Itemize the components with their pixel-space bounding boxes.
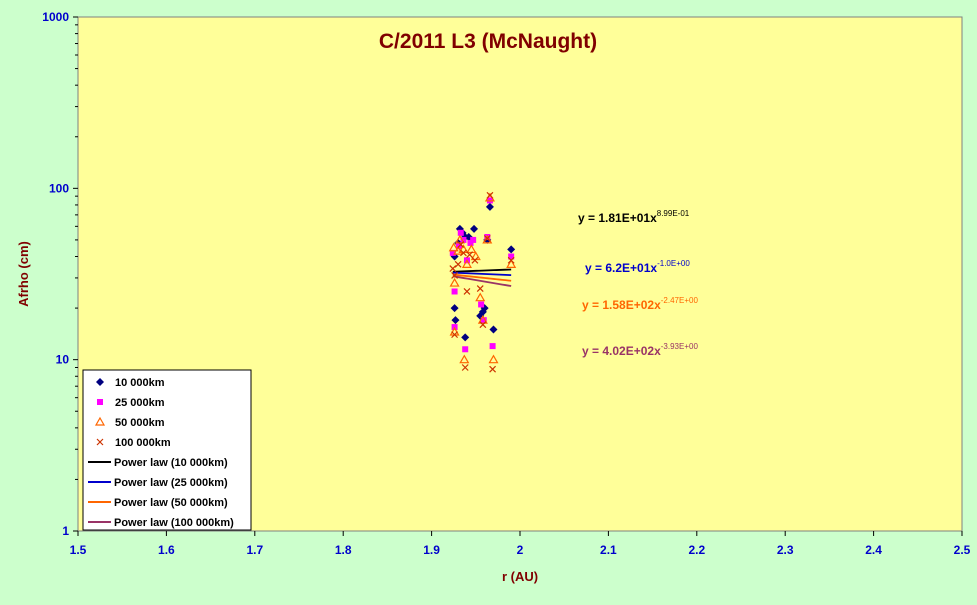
data-point: [450, 304, 459, 313]
data-point: [489, 325, 498, 334]
data-point: [454, 260, 462, 268]
fit-equation: y = 1.58E+02x-2.47E+00: [582, 296, 698, 312]
x-tick-label: 2.3: [777, 543, 794, 557]
legend-marker: [96, 438, 104, 446]
data-point: [461, 364, 469, 371]
data-point: [470, 236, 477, 243]
x-tick-label: 1.5: [70, 543, 87, 557]
data-point: [459, 354, 470, 364]
data-point: [508, 253, 515, 260]
data-point: [507, 256, 515, 264]
data-point: [451, 331, 459, 339]
y-axis-label: Afrho (cm): [16, 241, 31, 307]
legend-label: 100 000km: [115, 437, 171, 449]
legend-label: 50 000km: [115, 417, 165, 429]
data-point: [475, 292, 486, 302]
y-tick-label: 10: [56, 353, 70, 367]
data-point: [463, 288, 471, 295]
data-point: [451, 272, 459, 279]
data-point: [488, 354, 499, 364]
y-tick-label: 100: [49, 181, 69, 195]
data-point: [461, 333, 470, 342]
data-point: [461, 259, 472, 268]
data-point: [449, 249, 456, 256]
data-point: [451, 316, 460, 325]
data-point: [448, 242, 459, 252]
fit-equation: y = 4.02E+02x-3.93E+00: [582, 342, 698, 358]
data-point: [471, 256, 479, 264]
legend-label: Power law (100 000km): [114, 517, 234, 529]
x-tick-label: 1.9: [423, 543, 440, 557]
data-point: [486, 191, 494, 199]
x-tick-label: 2.1: [600, 543, 617, 557]
x-tick-label: 1.8: [335, 543, 352, 557]
fit-line: [452, 268, 512, 273]
legend-label: Power law (25 000km): [114, 477, 228, 489]
data-point: [483, 235, 491, 242]
fit-equation: y = 6.2E+01x-1.0E+00: [585, 259, 690, 275]
y-tick-label: 1: [62, 524, 69, 538]
fit-equation: y = 1.81E+01x8.99E-01: [578, 209, 690, 225]
data-point: [506, 259, 517, 268]
data-point: [449, 265, 457, 273]
chart-marks: 1.5 1.6 1.7 1.8 1.9 2 2.1 2.2 2.3 2.4 2.5 1 10 100 100…: [42, 10, 970, 557]
data-point: [485, 202, 494, 211]
data-point: [478, 301, 485, 308]
data-point: [482, 234, 493, 244]
fit-line: [452, 271, 512, 277]
x-tick-label: 2.4: [865, 543, 882, 557]
data-point: [476, 285, 484, 292]
data-point: [489, 343, 496, 350]
legend-marker: [96, 378, 104, 386]
x-tick-label: 1.7: [246, 543, 263, 557]
data-point: [489, 365, 497, 373]
fit-line: [452, 273, 512, 282]
legend-marker: [94, 416, 106, 426]
data-point: [467, 239, 474, 246]
x-tick-label: 2: [517, 543, 524, 557]
x-axis-label: r (AU): [502, 569, 538, 584]
legend: 10 000km 25 000km 50 000km 100 000km Power l…: [82, 369, 252, 531]
data-point: [507, 245, 516, 254]
data-point: [451, 288, 458, 295]
chart-title: C/2011 L3 (McNaught): [379, 30, 597, 53]
y-tick-label: 1000: [42, 10, 69, 24]
legend-label: Power law (50 000km): [114, 497, 228, 509]
data-point: [459, 249, 467, 257]
x-tick-label: 1.6: [158, 543, 175, 557]
data-point: [470, 224, 479, 233]
data-point: [457, 229, 464, 236]
data-point: [466, 251, 474, 259]
data-point: [479, 321, 487, 329]
x-tick-label: 2.5: [954, 543, 971, 557]
fit-line: [452, 275, 512, 287]
data-point: [477, 314, 488, 324]
data-point: [449, 277, 460, 287]
legend-label: 10 000km: [115, 377, 165, 389]
legend-label: 25 000km: [115, 397, 165, 409]
data-point: [480, 317, 487, 324]
data-point: [460, 236, 467, 243]
data-point: [450, 252, 459, 261]
data-point: [462, 346, 469, 353]
data-point: [457, 241, 465, 248]
x-tick-label: 2.2: [688, 543, 705, 557]
legend-box: [82, 369, 252, 531]
legend-marker: [97, 399, 103, 405]
legend-label: Power law (10 000km): [114, 457, 228, 469]
